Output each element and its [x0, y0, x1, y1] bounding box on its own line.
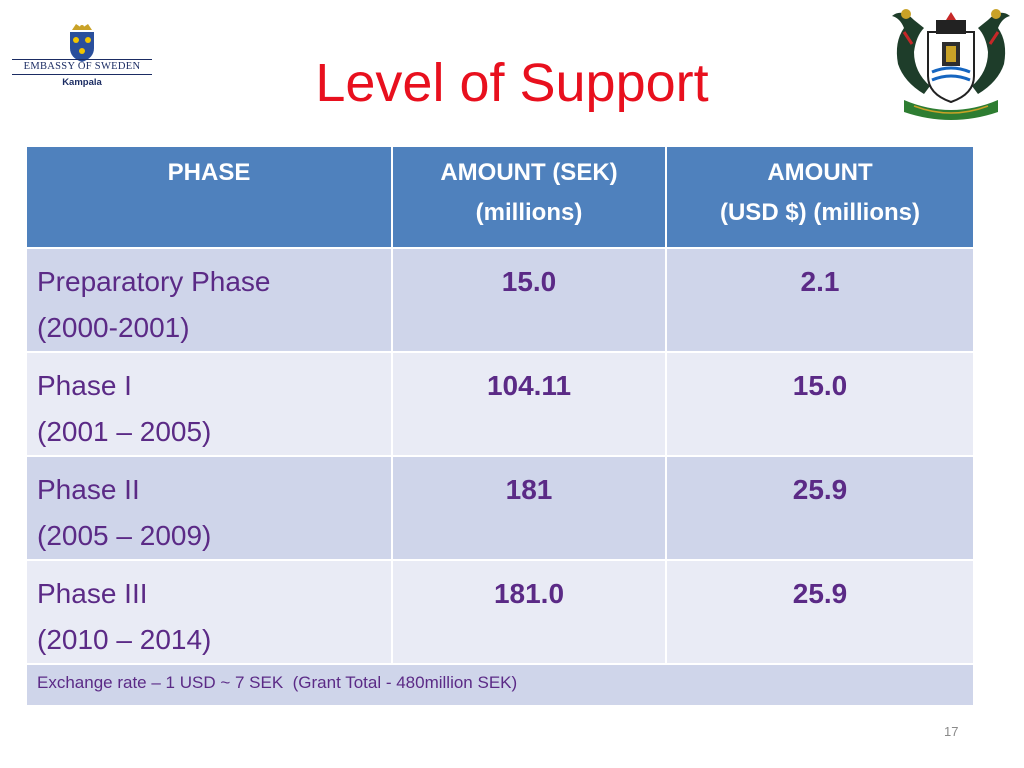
amount-sek-cell: 15.0: [391, 247, 667, 353]
support-table: PHASE AMOUNT (SEK) (millions) AMOUNT (US…: [25, 145, 975, 707]
amount-sek-cell: 181.0: [391, 559, 667, 665]
table-row: Phase I (2001 – 2005) 104.11 15.0: [25, 351, 975, 457]
phase-name: Preparatory Phase: [37, 266, 271, 297]
amount-usd-cell: 2.1: [665, 247, 975, 353]
header-amount-usd-label: AMOUNT (USD $) (millions): [719, 159, 920, 226]
table-row: Phase II (2005 – 2009) 181 25.9: [25, 455, 975, 561]
amount-sek-cell: 104.11: [391, 351, 667, 457]
phase-name: Phase III: [37, 578, 148, 609]
header-phase: PHASE: [25, 145, 393, 249]
phase-period: (2001 – 2005): [37, 416, 212, 447]
phase-period: (2010 – 2014): [37, 624, 212, 655]
amount-usd-cell: 15.0: [665, 351, 975, 457]
header-amount-sek: AMOUNT (SEK) (millions): [391, 145, 667, 249]
exchange-rate-note: Exchange rate – 1 USD ~ 7 SEK (Grant Tot…: [25, 663, 975, 707]
embassy-city: Kampala: [62, 77, 102, 88]
phase-name: Phase II: [37, 474, 140, 505]
header-phase-label: PHASE: [167, 159, 251, 186]
header-amount-usd: AMOUNT (USD $) (millions): [665, 145, 975, 249]
table-footnote-row: Exchange rate – 1 USD ~ 7 SEK (Grant Tot…: [25, 663, 975, 707]
amount-sek-cell: 181: [391, 455, 667, 561]
phase-name: Phase I: [37, 370, 132, 401]
phase-period: (2005 – 2009): [37, 520, 212, 551]
phase-cell: Phase II (2005 – 2009): [25, 455, 393, 561]
table-header-row: PHASE AMOUNT (SEK) (millions) AMOUNT (US…: [25, 145, 975, 249]
phase-cell: Preparatory Phase (2000-2001): [25, 247, 393, 353]
swedish-crest-icon: [70, 24, 94, 62]
embassy-logo: EMBASSY OF SWEDEN Kampala: [8, 22, 156, 94]
phase-period: (2000-2001): [37, 312, 190, 343]
phase-cell: Phase I (2001 – 2005): [25, 351, 393, 457]
amount-usd-cell: 25.9: [665, 559, 975, 665]
header-amount-sek-label: AMOUNT (SEK) (millions): [440, 159, 618, 226]
phase-cell: Phase III (2010 – 2014): [25, 559, 393, 665]
amount-usd-cell: 25.9: [665, 455, 975, 561]
table-row: Phase III (2010 – 2014) 181.0 25.9: [25, 559, 975, 665]
page-number: 17: [944, 724, 959, 739]
university-crest-icon: [892, 9, 1010, 120]
university-crest-logo: [884, 2, 1018, 126]
slide-title: Level of Support: [315, 53, 709, 113]
embassy-name: EMBASSY OF SWEDEN: [23, 61, 141, 72]
table-row: Preparatory Phase (2000-2001) 15.0 2.1: [25, 247, 975, 353]
